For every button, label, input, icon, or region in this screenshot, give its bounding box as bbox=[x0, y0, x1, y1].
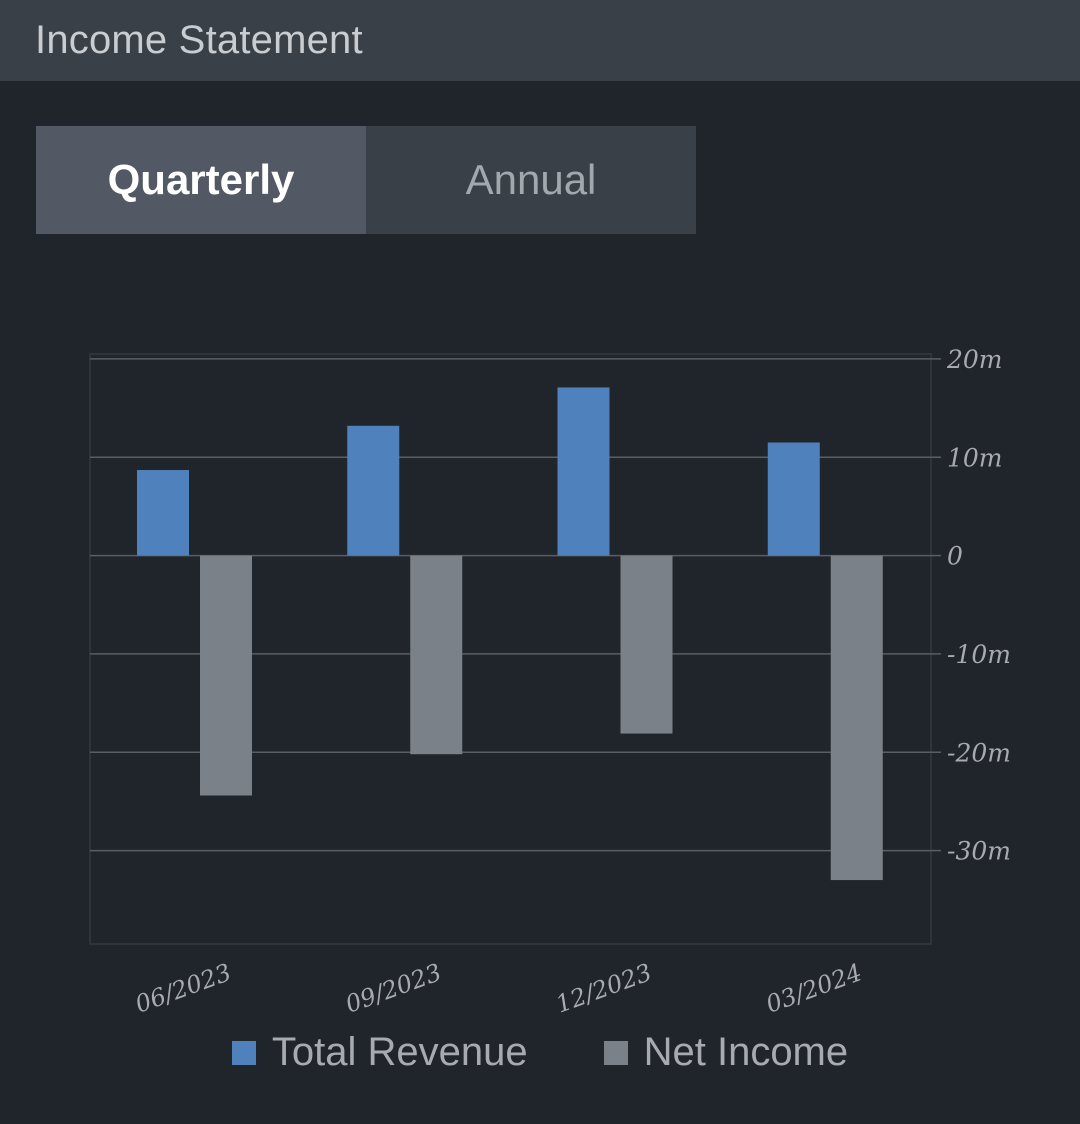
y-tick-label: -10m bbox=[947, 640, 1011, 669]
income-chart: 20m 10m 0 -10m -20m -30m 06/2023 09/2023 12/2023… bbox=[89, 345, 1011, 1019]
legend-item-revenue: Total Revenue bbox=[231, 1030, 528, 1075]
revenue-bar bbox=[137, 470, 189, 556]
revenue-bar bbox=[347, 425, 400, 556]
x-category-label: 06/2023 bbox=[132, 958, 235, 1018]
quarterly-tab[interactable]: Quarterly bbox=[36, 126, 366, 234]
legend-item-net-income: Net Income bbox=[603, 1030, 849, 1075]
legend-label-net-income: Net Income bbox=[643, 1030, 849, 1074]
period-toggle: Quarterly Annual bbox=[36, 126, 696, 234]
chart-legend: Total Revenue Net Income bbox=[0, 1030, 1080, 1075]
y-tick-label: 0 bbox=[947, 542, 963, 571]
page-title: Income Statement bbox=[35, 18, 363, 62]
y-tick-label: 10m bbox=[947, 443, 1003, 472]
x-category-label: 12/2023 bbox=[552, 958, 655, 1018]
legend-swatch-revenue bbox=[231, 1040, 256, 1065]
y-tick-label: 20m bbox=[946, 345, 1003, 374]
x-category-label: 09/2023 bbox=[342, 958, 445, 1018]
legend-swatch-net-income bbox=[603, 1040, 628, 1065]
header-bar: Income Statement bbox=[0, 0, 1080, 81]
revenue-bar bbox=[767, 442, 820, 556]
y-tick-label: -30m bbox=[947, 837, 1011, 866]
x-category-label: 03/2024 bbox=[762, 958, 865, 1018]
net-income-bar bbox=[620, 555, 673, 734]
net-income-bar bbox=[410, 555, 463, 755]
net-income-bar bbox=[200, 555, 252, 796]
net-income-bar bbox=[830, 555, 883, 881]
plot-frame bbox=[89, 353, 932, 945]
y-tick-label: -20m bbox=[947, 738, 1011, 767]
annual-tab[interactable]: Annual bbox=[366, 126, 696, 234]
revenue-bar bbox=[557, 387, 610, 556]
legend-label-revenue: Total Revenue bbox=[271, 1030, 528, 1074]
